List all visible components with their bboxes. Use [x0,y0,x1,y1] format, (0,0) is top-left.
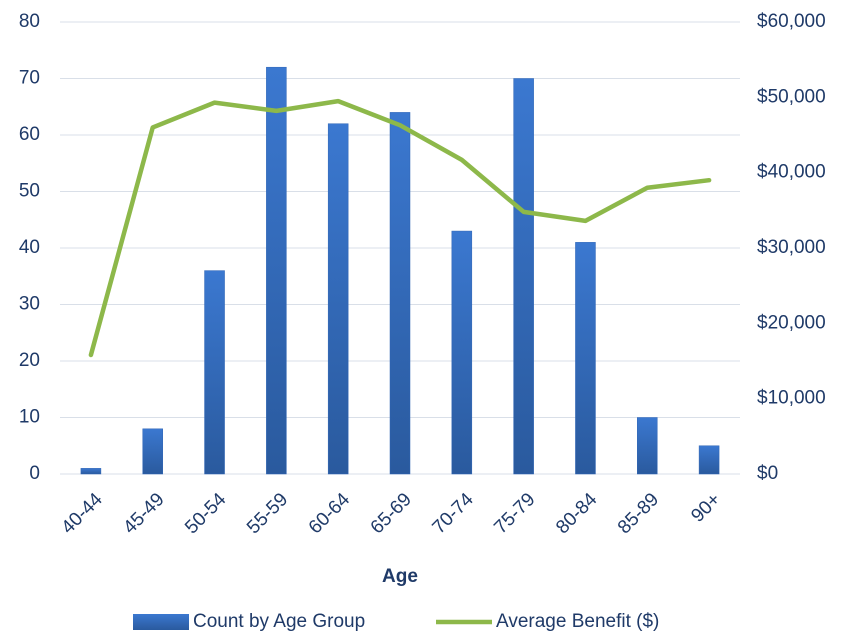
bar [575,242,596,475]
bar [451,230,473,475]
y-tick-label: 80 [19,11,40,32]
y2-tick-label: $20,000 [757,312,826,333]
x-tick-label: 70-74 [429,489,479,539]
x-tick-label: 90+ [687,489,725,527]
y2-tick-label: $30,000 [757,237,826,258]
bar [80,468,102,475]
x-tick-label: 50-54 [181,489,231,539]
x-tick-label: 55-59 [243,489,292,538]
y-tick-label: 40 [19,237,40,258]
y2-tick-label: $0 [757,463,778,484]
line [88,98,712,358]
y-tick-label: 20 [19,350,40,371]
y-tick-label: 70 [19,68,40,89]
legend-swatch [133,614,189,630]
y-tick-label: 30 [19,294,40,315]
x-tick-label: 85-89 [614,489,663,538]
x-tick-label: 65-69 [367,489,416,538]
y-tick-label: 50 [19,181,40,202]
bar [513,78,534,475]
bar [142,428,163,475]
x-tick-label: 60-64 [305,489,355,539]
y-tick-label: 60 [19,124,40,145]
x-tick-label: 45-49 [119,489,168,538]
x-tick-label: 80-84 [552,489,602,539]
bar [327,123,349,475]
bar [204,270,225,475]
x-tick-label: 75-79 [490,489,539,538]
bar [698,445,720,475]
x-tick-label: 40-44 [58,489,108,539]
y-tick-label: 10 [19,407,40,428]
y2-tick-label: $60,000 [757,11,826,32]
bar [389,112,411,475]
y-tick-label: 0 [29,463,40,484]
y2-tick-label: $50,000 [757,86,826,107]
x-axis-title: Age [382,566,418,587]
y2-tick-label: $10,000 [757,388,826,409]
legend-label: Count by Age Group [193,611,365,632]
bar [637,417,658,475]
legend-label: Average Benefit ($) [496,611,659,632]
y2-tick-label: $40,000 [757,162,826,183]
bar [266,66,287,475]
